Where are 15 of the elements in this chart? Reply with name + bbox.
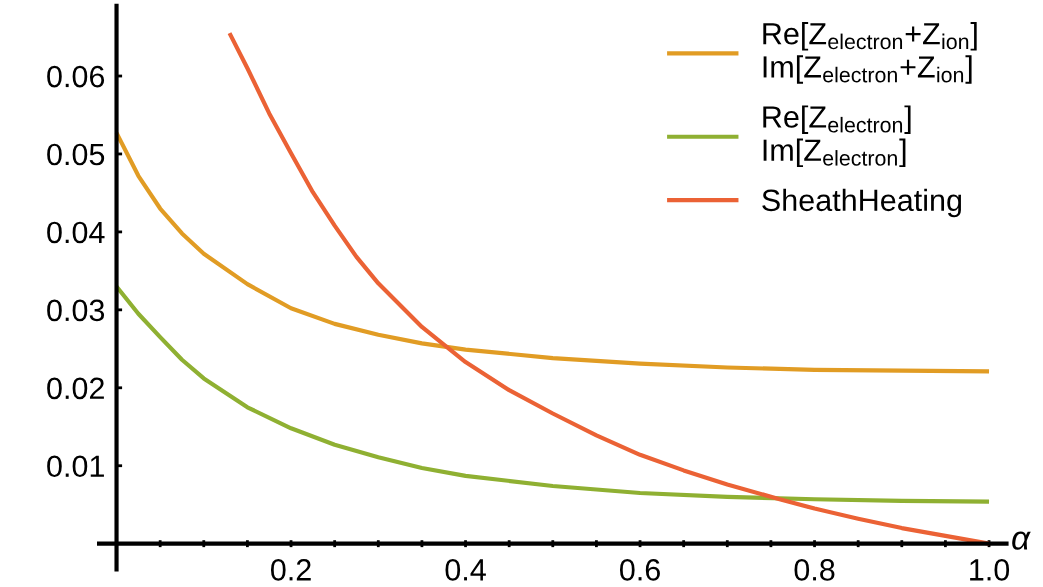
- x-tick-label: 0.4: [445, 559, 486, 581]
- y-tick-label: 0.06: [47, 65, 105, 88]
- y-tick-label: 0.01: [47, 455, 104, 478]
- x-tick-label: 0.2: [270, 559, 311, 581]
- x-axis-title: α: [1012, 531, 1031, 550]
- y-tick-label: 0.05: [47, 143, 105, 166]
- y-tick-label: 0.03: [47, 299, 105, 322]
- y-tick-label: 0.04: [47, 221, 105, 244]
- x-tick-label: 0.8: [794, 559, 835, 581]
- legend-label: SheathHeating: [762, 188, 962, 218]
- x-tick-label: 1.0: [970, 559, 1010, 581]
- y-tick-label: 0.02: [47, 377, 104, 400]
- text: Re[Z$_{electron}$+Z$_{ion}$] Im[Z$_{electron}$+Z$_{ion}$]: [763, 22, 977, 84]
- x-tick-label: 0.6: [620, 559, 660, 581]
- text: Re[Z$_{electron}$] Im[Z$_{electron}$]: [763, 105, 911, 168]
